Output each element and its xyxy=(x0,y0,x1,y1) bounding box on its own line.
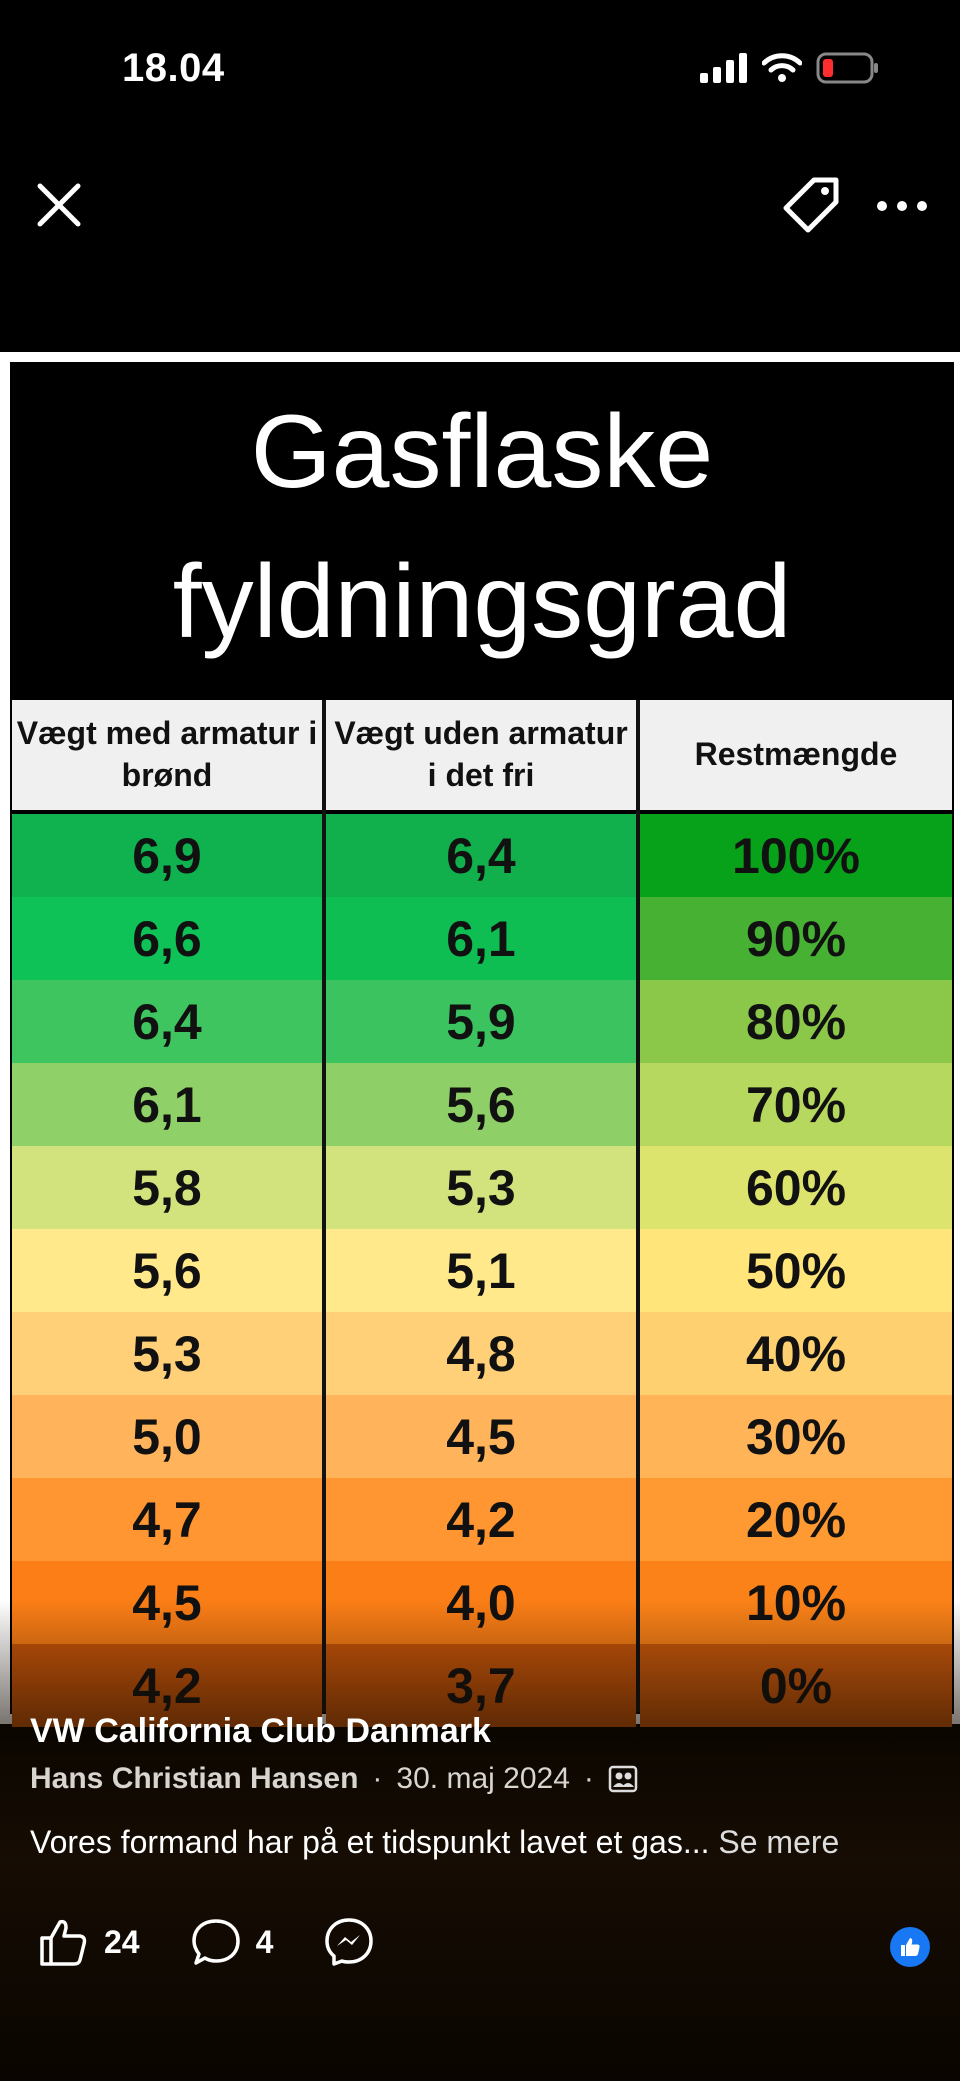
like-button[interactable]: 24 xyxy=(38,1916,140,1968)
table-row: 5,3 4,8 40% xyxy=(12,1312,952,1395)
weight-without-valve-cell: 5,6 xyxy=(326,1063,636,1146)
table-row: 5,6 5,1 50% xyxy=(12,1229,952,1312)
remaining-percent-cell: 70% xyxy=(640,1063,952,1146)
tag-button[interactable] xyxy=(780,174,842,236)
like-count: 24 xyxy=(104,1923,140,1960)
table-row: 5,8 5,3 60% xyxy=(12,1146,952,1229)
column-divider xyxy=(322,700,326,1712)
meta-separator: · xyxy=(583,1762,594,1795)
table-row: 5,0 4,5 30% xyxy=(12,1395,952,1478)
post-meta: Hans Christian Hansen · 30. maj 2024 · xyxy=(30,1762,638,1796)
status-icons xyxy=(700,52,880,84)
like-reaction-icon xyxy=(890,1927,930,1967)
more-options-button[interactable] xyxy=(872,186,932,226)
table-header-row: Vægt med armatur i brønd Vægt uden armat… xyxy=(12,700,952,810)
weight-with-valve-cell: 5,6 xyxy=(12,1229,322,1312)
meta-separator: · xyxy=(372,1762,383,1795)
remaining-percent-cell: 100% xyxy=(640,814,952,897)
wifi-icon xyxy=(762,53,802,82)
image-title-line2: fyldningsgrad xyxy=(172,544,792,660)
comment-icon xyxy=(191,1919,240,1965)
remaining-percent-cell: 40% xyxy=(640,1312,952,1395)
battery-icon xyxy=(816,52,878,84)
share-button[interactable] xyxy=(323,1916,375,1968)
weight-without-valve-cell: 4,2 xyxy=(326,1478,636,1561)
group-name-link[interactable]: VW California Club Danmark xyxy=(30,1712,491,1750)
comment-count: 4 xyxy=(255,1923,274,1960)
post-actions: 24 4 xyxy=(38,1916,425,1968)
tag-icon xyxy=(783,177,839,233)
remaining-percent-cell: 20% xyxy=(640,1478,952,1561)
post-caption[interactable]: Vores formand har på et tidspunkt lavet … xyxy=(30,1824,940,1861)
table-row: 4,7 4,2 20% xyxy=(12,1478,952,1561)
weight-without-valve-cell: 5,9 xyxy=(326,980,636,1063)
weight-without-valve-cell: 5,1 xyxy=(326,1229,636,1312)
thumbs-up-icon xyxy=(40,1919,87,1966)
viewer-top-bar xyxy=(0,160,960,250)
remaining-percent-cell: 60% xyxy=(640,1146,952,1229)
more-icon xyxy=(877,201,927,211)
status-time: 18.04 xyxy=(122,46,225,90)
signal-icon xyxy=(700,53,747,83)
column-header-remaining: Restmængde xyxy=(640,700,952,810)
author-link[interactable]: Hans Christian Hansen xyxy=(30,1762,359,1795)
table-row: 6,9 6,4 100% xyxy=(12,814,952,897)
comment-button[interactable]: 4 xyxy=(190,1916,274,1968)
caption-overlay xyxy=(0,1600,960,2081)
weight-without-valve-cell: 4,5 xyxy=(326,1395,636,1478)
weight-with-valve-cell: 5,3 xyxy=(12,1312,322,1395)
messenger-icon xyxy=(325,1918,374,1966)
post-date[interactable]: 30. maj 2024 xyxy=(396,1762,570,1795)
close-button[interactable] xyxy=(32,178,86,232)
weight-with-valve-cell: 4,7 xyxy=(12,1478,322,1561)
table-row: 6,1 5,6 70% xyxy=(12,1063,952,1146)
weight-with-valve-cell: 6,4 xyxy=(12,980,322,1063)
table-row: 6,6 6,1 90% xyxy=(12,897,952,980)
column-header-weight-without-valve: Vægt uden armatur i det fri xyxy=(326,700,636,810)
remaining-percent-cell: 30% xyxy=(640,1395,952,1478)
column-header-weight-with-valve: Vægt med armatur i brønd xyxy=(12,700,322,810)
weight-without-valve-cell: 6,4 xyxy=(326,814,636,897)
weight-with-valve-cell: 6,1 xyxy=(12,1063,322,1146)
weight-without-valve-cell: 4,8 xyxy=(326,1312,636,1395)
image-title-line1: Gasflaske xyxy=(250,394,714,510)
weight-with-valve-cell: 6,9 xyxy=(12,814,322,897)
gas-chart-graphic: Gasflaske fyldningsgrad Vægt med armatur… xyxy=(10,362,954,1727)
weight-with-valve-cell: 6,6 xyxy=(12,897,322,980)
weight-with-valve-cell: 5,0 xyxy=(12,1395,322,1478)
table-row: 6,4 5,9 80% xyxy=(12,980,952,1063)
group-audience-icon xyxy=(608,1765,638,1793)
column-divider xyxy=(636,700,640,1712)
close-icon xyxy=(37,183,81,227)
status-bar: 18.04 xyxy=(0,0,960,140)
remaining-percent-cell: 50% xyxy=(640,1229,952,1312)
remaining-percent-cell: 80% xyxy=(640,980,952,1063)
post-image[interactable]: Gasflaske fyldningsgrad Vægt med armatur… xyxy=(0,352,960,1727)
weight-without-valve-cell: 5,3 xyxy=(326,1146,636,1229)
fill-level-table: Vægt med armatur i brønd Vægt uden armat… xyxy=(12,700,952,1727)
remaining-percent-cell: 90% xyxy=(640,897,952,980)
weight-without-valve-cell: 6,1 xyxy=(326,897,636,980)
weight-with-valve-cell: 5,8 xyxy=(12,1146,322,1229)
caption-text: Vores formand har på et tidspunkt lavet … xyxy=(30,1824,710,1860)
see-more-link[interactable]: Se mere xyxy=(718,1824,840,1860)
